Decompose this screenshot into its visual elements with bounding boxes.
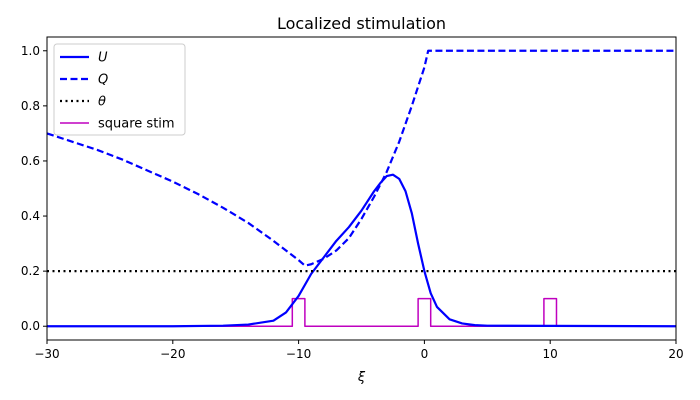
x-tick-label: 20: [668, 347, 683, 361]
legend-label: U: [98, 51, 108, 66]
x-axis-label: ξ: [357, 370, 366, 385]
y-tick-label: 0.2: [21, 264, 40, 278]
legend-box: [53, 43, 186, 136]
x-tick-label: 10: [543, 347, 558, 361]
series-line-square-stim: [47, 297, 676, 327]
series-layer: [47, 49, 676, 328]
chart-title: Localized stimulation: [277, 14, 446, 33]
y-tick-label: 0.4: [21, 209, 40, 223]
x-tick-label: −10: [286, 347, 311, 361]
legend: UQθ square stim: [53, 43, 186, 136]
y-tick-label: 1.0: [21, 44, 40, 58]
x-tick-label: −20: [160, 347, 185, 361]
legend-label: Q: [98, 73, 108, 88]
y-tick-label: 0.0: [21, 319, 40, 333]
x-tick-label: −30: [34, 347, 59, 361]
axis-layer: −30 −20 −10 0 10 20 0.0 0.2 0.4 0.6 0.8 1.0: [21, 44, 684, 361]
plot-frame: [46, 36, 677, 341]
legend-label: θ: [98, 95, 106, 110]
series-line-q: [47, 49, 676, 267]
y-tick-label: 0.8: [21, 99, 40, 113]
legend-label: square stim: [98, 117, 175, 132]
x-tick-label: 0: [421, 347, 429, 361]
y-tick-label: 0.6: [21, 154, 40, 168]
